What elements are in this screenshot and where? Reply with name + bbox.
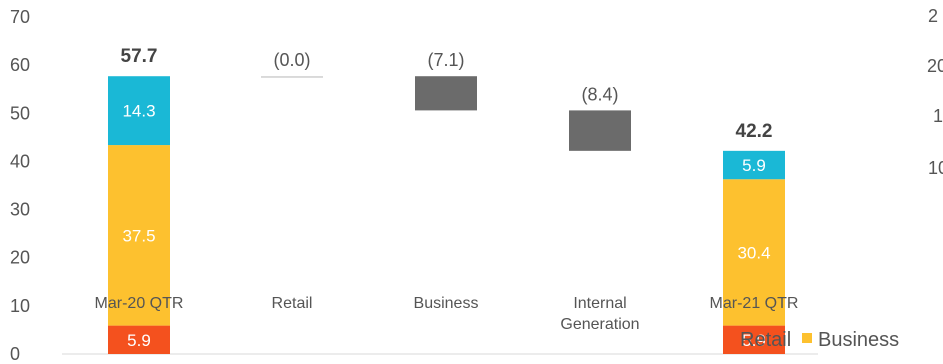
legend-entry-label: Retail (740, 329, 791, 351)
segment-data-label: 5.9 (742, 331, 766, 350)
x-category-label: Mar-21 QTR (710, 295, 799, 312)
delta-data-label: (8.4) (581, 84, 618, 104)
total-data-label: 42.2 (736, 121, 773, 142)
y-tick-label: 20 (10, 248, 30, 268)
category-labels: Mar-20 QTR Retail Business Internal Generati… (95, 295, 799, 333)
legend: Retail Business (724, 329, 899, 351)
segment-data-label: 5.9 (742, 156, 766, 175)
y-axis: 0 10 20 30 40 50 60 70 (10, 7, 30, 364)
x-category-label: Retail (272, 295, 313, 312)
total-data-label: 57.7 (121, 46, 158, 67)
y-tick-label: 30 (10, 200, 30, 220)
secondary-y-tick-label: 20 (927, 56, 943, 76)
bars-layer: 5.9 37.5 14.3 57.7 (0.0) (7.1) (8.4) 5.9 30.4 5.9… (108, 46, 785, 354)
y-tick-label: 50 (10, 103, 30, 123)
secondary-y-tick-label: 2 (928, 6, 938, 26)
secondary-axis-partial: 2 20 1 10 (927, 6, 943, 178)
secondary-y-tick-label: 1 (933, 106, 943, 126)
delta-data-label: (0.0) (273, 50, 310, 70)
legend-entry-label: Business (818, 329, 899, 351)
y-tick-label: 10 (10, 296, 30, 316)
secondary-y-tick-label: 10 (928, 158, 943, 178)
segment-data-label: 30.4 (737, 243, 770, 262)
delta-bar (569, 110, 631, 151)
y-tick-label: 60 (10, 55, 30, 75)
bar-segment (108, 145, 170, 326)
legend-swatch (724, 333, 734, 343)
bar-segment (723, 150, 785, 180)
x-category-label: Internal Generation (560, 295, 639, 333)
y-tick-label: 40 (10, 151, 30, 171)
bar-segment (108, 325, 170, 354)
legend-swatch (802, 333, 812, 343)
y-tick-label: 0 (10, 344, 20, 364)
bar-segment (108, 76, 170, 146)
delta-bar (415, 76, 477, 111)
delta-data-label: (7.1) (427, 50, 464, 70)
x-category-label: Business (414, 295, 479, 312)
bar-segment (723, 179, 785, 326)
segment-data-label: 14.3 (122, 102, 155, 121)
delta-bar (261, 76, 323, 78)
y-tick-label: 70 (10, 7, 30, 27)
segment-data-label: 37.5 (122, 226, 155, 245)
x-category-label: Mar-20 QTR (95, 295, 184, 312)
segment-data-label: 5.9 (127, 331, 151, 350)
